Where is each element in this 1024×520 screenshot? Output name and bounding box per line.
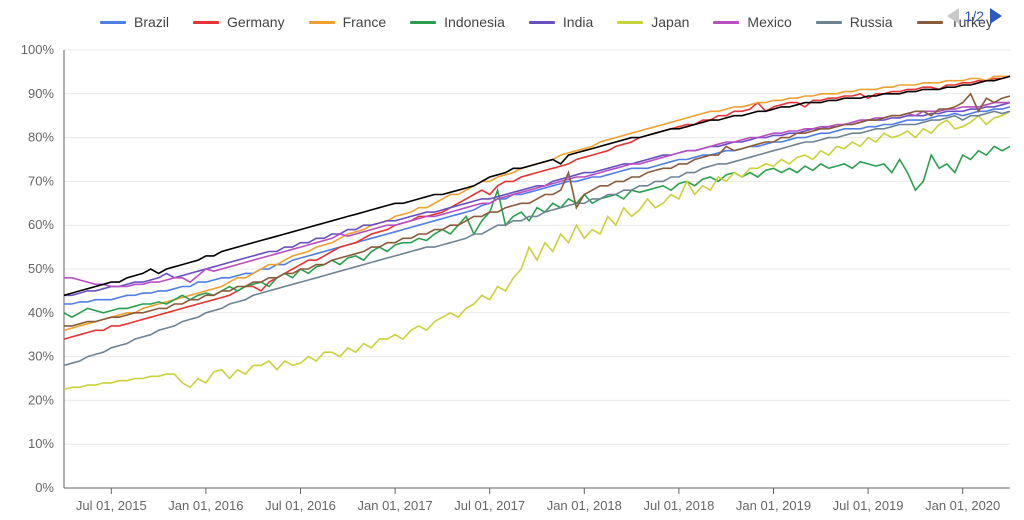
legend-item-france[interactable]: France — [309, 14, 387, 30]
legend-item-japan[interactable]: Japan — [617, 14, 689, 30]
legend-item-mexico[interactable]: Mexico — [713, 14, 791, 30]
series-brazil — [64, 107, 1010, 304]
legend-label: Russia — [850, 14, 893, 30]
svg-text:Jan 01, 2020: Jan 01, 2020 — [925, 498, 1000, 513]
legend-item-brazil[interactable]: Brazil — [100, 14, 169, 30]
legend-swatch — [100, 21, 126, 24]
legend: Brazil Germany France Indonesia India Japan Me… — [100, 8, 1004, 36]
legend-item-russia[interactable]: Russia — [816, 14, 893, 30]
legend-label: Mexico — [747, 14, 791, 30]
legend-swatch — [529, 21, 555, 24]
svg-text:Jul 01, 2018: Jul 01, 2018 — [643, 498, 714, 513]
svg-text:Jul 01, 2015: Jul 01, 2015 — [76, 498, 147, 513]
svg-text:Jan 01, 2019: Jan 01, 2019 — [736, 498, 811, 513]
legend-label: Indonesia — [444, 14, 505, 30]
svg-text:10%: 10% — [28, 436, 54, 451]
svg-text:0%: 0% — [35, 480, 54, 495]
svg-text:80%: 80% — [28, 130, 54, 145]
legend-label: Germany — [227, 14, 285, 30]
svg-text:Jan 01, 2017: Jan 01, 2017 — [358, 498, 433, 513]
line-chart: 0% 10% 20% 30% 40% 50% 60% 70% 80% 90% 100% Jul 01,… — [0, 36, 1024, 520]
svg-text:30%: 30% — [28, 349, 54, 364]
legend-swatch — [917, 21, 943, 24]
legend-item-germany[interactable]: Germany — [193, 14, 285, 30]
pager-prev-icon — [947, 8, 959, 24]
legend-label: India — [563, 14, 593, 30]
legend-label: Japan — [651, 14, 689, 30]
svg-text:Jul 01, 2016: Jul 01, 2016 — [265, 498, 336, 513]
series-russia — [64, 111, 1010, 365]
series-japan — [64, 111, 1010, 389]
svg-text:20%: 20% — [28, 392, 54, 407]
legend-item-india[interactable]: India — [529, 14, 593, 30]
svg-text:40%: 40% — [28, 305, 54, 320]
svg-text:50%: 50% — [28, 261, 54, 276]
svg-text:Jan 01, 2018: Jan 01, 2018 — [547, 498, 622, 513]
svg-text:60%: 60% — [28, 217, 54, 232]
svg-text:70%: 70% — [28, 173, 54, 188]
legend-swatch — [410, 21, 436, 24]
legend-label: Brazil — [134, 14, 169, 30]
legend-swatch — [713, 21, 739, 24]
svg-text:Jul 01, 2019: Jul 01, 2019 — [833, 498, 904, 513]
legend-swatch — [309, 21, 335, 24]
legend-swatch — [816, 21, 842, 24]
pager-label: 1/2 — [965, 8, 984, 24]
chart-container: Brazil Germany France Indonesia India Japan Me… — [0, 0, 1024, 520]
legend-pager: 1/2 — [947, 8, 1002, 24]
legend-swatch — [193, 21, 219, 24]
pager-next-icon[interactable] — [990, 8, 1002, 24]
svg-text:100%: 100% — [21, 42, 55, 57]
svg-text:Jul 01, 2017: Jul 01, 2017 — [454, 498, 525, 513]
svg-text:Jan 01, 2016: Jan 01, 2016 — [168, 498, 243, 513]
legend-item-indonesia[interactable]: Indonesia — [410, 14, 505, 30]
legend-label: France — [343, 14, 387, 30]
series-france — [64, 76, 1010, 330]
legend-swatch — [617, 21, 643, 24]
svg-text:90%: 90% — [28, 86, 54, 101]
